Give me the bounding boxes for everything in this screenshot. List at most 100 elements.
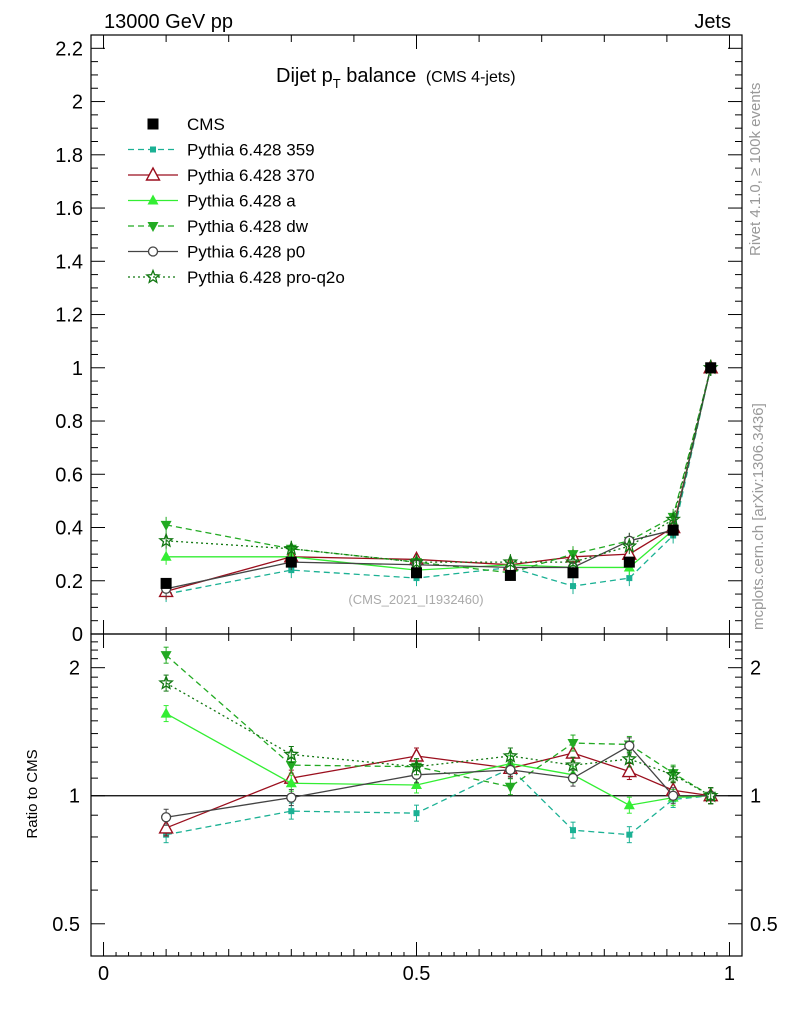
ratio-point	[283, 746, 300, 762]
ratio-point	[160, 812, 172, 823]
legend-marker	[145, 268, 161, 284]
ratio-axes: 0 0.5 1 0.5 0.5 1 1 2 2	[52, 634, 778, 985]
ratio-y-tick-label: 1	[69, 786, 80, 808]
series-point	[621, 537, 638, 553]
series-line-5	[166, 367, 712, 563]
ratio-point	[505, 764, 516, 776]
ratio-y-tick-label-right: 2	[750, 658, 761, 680]
ratio-y-tick-label: 0.5	[52, 914, 80, 936]
legend-marker	[147, 118, 159, 130]
series-point	[665, 511, 682, 527]
y-tick-label: 1.8	[55, 145, 83, 167]
y-tick-label: 1.2	[55, 305, 83, 327]
side-mcplots-label: mcplots.cern.ch [arXiv:1306.3436]	[750, 403, 767, 630]
series-point	[408, 553, 425, 569]
legend-entry-label: Pythia 6.428 359	[187, 141, 315, 160]
ratio-point	[160, 651, 172, 662]
legend-marker	[147, 222, 159, 232]
legend-entry-label: CMS	[187, 115, 225, 134]
legend-entry-label: Pythia 6.428 pro-q2o	[187, 268, 345, 287]
ratio-point	[285, 761, 297, 772]
cms-data-point	[504, 569, 516, 581]
ratio-line-0	[165, 767, 711, 836]
ratio-point	[158, 674, 174, 690]
series-point	[626, 575, 633, 582]
ratio-point	[160, 707, 172, 718]
series-point	[502, 553, 519, 569]
ratio-point	[665, 766, 681, 782]
ratio-point	[502, 747, 519, 763]
ratio-point	[285, 777, 297, 788]
ratio-y-tick-label-right: 1	[750, 786, 761, 808]
ratio-point	[667, 790, 679, 801]
y-tick-label: 0.8	[55, 411, 83, 433]
series-line-2	[166, 367, 712, 571]
ratio-point	[286, 792, 297, 803]
cms-data-point	[667, 524, 679, 536]
analysis-watermark: (CMS_2021_I1932460)	[348, 592, 483, 607]
cms-data-point	[285, 556, 297, 568]
legend: CMS Pythia 6.428 359 Pythia 6.428 370 Pythi…	[128, 115, 345, 287]
ratio-point	[626, 831, 633, 838]
ratio-line-4	[166, 745, 711, 818]
y-tick-label: 0	[72, 624, 83, 646]
legend-entry-label: Pythia 6.428 370	[187, 166, 315, 185]
ratio-series-group	[158, 646, 719, 844]
ratio-point	[702, 787, 719, 803]
y-tick-label: 2.2	[55, 38, 83, 60]
ratio-point	[567, 739, 579, 750]
ratio-point	[569, 827, 576, 834]
y-tick-label: 1.6	[55, 198, 83, 220]
ratio-point	[504, 782, 516, 793]
header-right-label: Jets	[694, 11, 731, 33]
ratio-point	[413, 810, 420, 817]
ratio-point	[621, 763, 638, 778]
ratio-y-tick-label: 2	[69, 658, 80, 680]
header-left-label: 13000 GeV pp	[104, 11, 233, 33]
chart-title: Dijet pT balance (CMS 4-jets)	[276, 65, 516, 91]
y-tick-label: 0.2	[55, 571, 83, 593]
ratio-point	[158, 819, 174, 834]
side-rivet-label: Rivet 4.1.0, ≥ 100k events	[747, 83, 764, 256]
legend-entry-label: Pythia 6.428 dw	[187, 217, 309, 236]
main-series-group	[158, 359, 719, 603]
ratio-line-5	[165, 682, 712, 797]
y-tick-label: 0.6	[55, 464, 83, 486]
ratio-plot-frame	[90, 633, 743, 957]
ratio-y-axis-label: Ratio to CMS	[24, 749, 41, 838]
y-tick-label: 2	[72, 92, 83, 114]
y-tick-label: 1.4	[55, 251, 83, 273]
legend-marker	[150, 146, 156, 153]
ratio-line-3	[165, 654, 712, 797]
x-tick-label: 0	[98, 963, 109, 985]
series-point	[160, 550, 172, 561]
y-tick-label: 1	[72, 358, 83, 380]
ratio-point	[621, 750, 638, 766]
ratio-point	[565, 756, 581, 772]
ratio-point	[408, 758, 425, 774]
cms-data-point	[567, 567, 579, 579]
legend-marker	[147, 246, 159, 257]
ratio-point	[624, 740, 635, 752]
ratio-y-tick-label-right: 0.5	[750, 914, 778, 936]
legend-entry-label: Pythia 6.428 p0	[187, 243, 305, 262]
series-line-0	[165, 367, 712, 595]
series-point	[158, 532, 175, 548]
ratio-line-2	[165, 713, 711, 806]
ratio-point	[288, 808, 295, 815]
cms-data-point	[411, 567, 422, 579]
cms-data-point	[160, 577, 172, 589]
x-tick-label: 0.5	[403, 963, 431, 985]
legend-marker	[147, 194, 159, 205]
cms-data-point	[623, 556, 635, 568]
main-axes: 0 0.2 0.4 0.6 0.8 1 1.2 1.4 1.6 1.8 2 2.2	[55, 34, 742, 646]
series-line-4	[165, 367, 712, 590]
legend-marker	[145, 166, 161, 181]
ratio-point	[411, 778, 422, 789]
series-point	[160, 520, 172, 531]
y-tick-label: 0.4	[55, 518, 83, 540]
series-point	[565, 553, 581, 569]
ratio-point	[623, 799, 635, 810]
legend-entry-label: Pythia 6.428 a	[187, 192, 296, 211]
